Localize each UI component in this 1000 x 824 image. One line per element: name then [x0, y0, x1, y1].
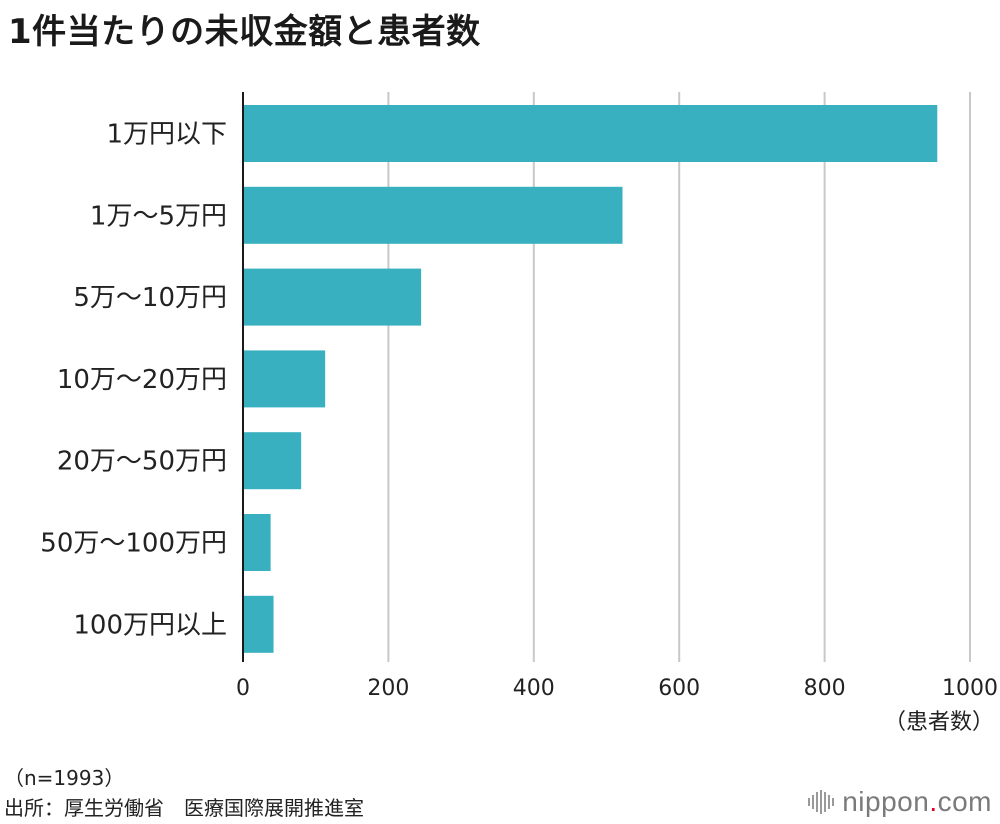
chart-title: 1件当たりの未収金額と患者数: [8, 12, 481, 52]
bar: [243, 350, 326, 408]
x-tick-label: 200: [367, 676, 409, 701]
bar: [243, 105, 938, 162]
category-label: 1万円以下: [106, 120, 227, 150]
category-label: 10万～20万円: [57, 365, 227, 395]
bars: [243, 105, 938, 653]
bar: [243, 514, 271, 571]
category-label: 5万～10万円: [73, 283, 227, 313]
bar: [243, 595, 274, 653]
x-tick-label: 1000: [942, 676, 998, 701]
x-tick-label: 800: [804, 676, 846, 701]
x-axis-unit-label: （患者数）: [883, 710, 994, 735]
source-note: 出所：厚生労働省 医療国際展開推進室: [4, 796, 364, 820]
x-tick-label: 600: [658, 676, 700, 701]
x-tick-labels: 0 200 400 600 800 1000: [236, 676, 998, 701]
logo-tld: com: [937, 786, 992, 817]
bar: [243, 432, 302, 490]
category-label: 100万円以上: [73, 610, 227, 640]
category-label: 50万～100万円: [40, 529, 227, 559]
logo-name: nippon: [842, 786, 930, 817]
logo-text: nippon.com: [842, 786, 992, 818]
sample-size-note: （n=1993）: [4, 766, 125, 790]
bar: [243, 268, 422, 326]
logo-mark-icon: [808, 790, 835, 814]
category-labels: 1万円以下 1万～5万円 5万～10万円 10万～20万円 20万～50万円 50万～10…: [40, 120, 227, 641]
logo-dot: .: [929, 786, 938, 817]
category-label: 1万～5万円: [90, 201, 227, 231]
x-tick-label: 0: [236, 676, 250, 701]
bar: [243, 186, 623, 244]
nippon-logo: nippon.com: [808, 786, 992, 818]
category-label: 20万～50万円: [57, 447, 227, 477]
x-tick-label: 400: [513, 676, 555, 701]
gridlines: [387, 92, 971, 662]
